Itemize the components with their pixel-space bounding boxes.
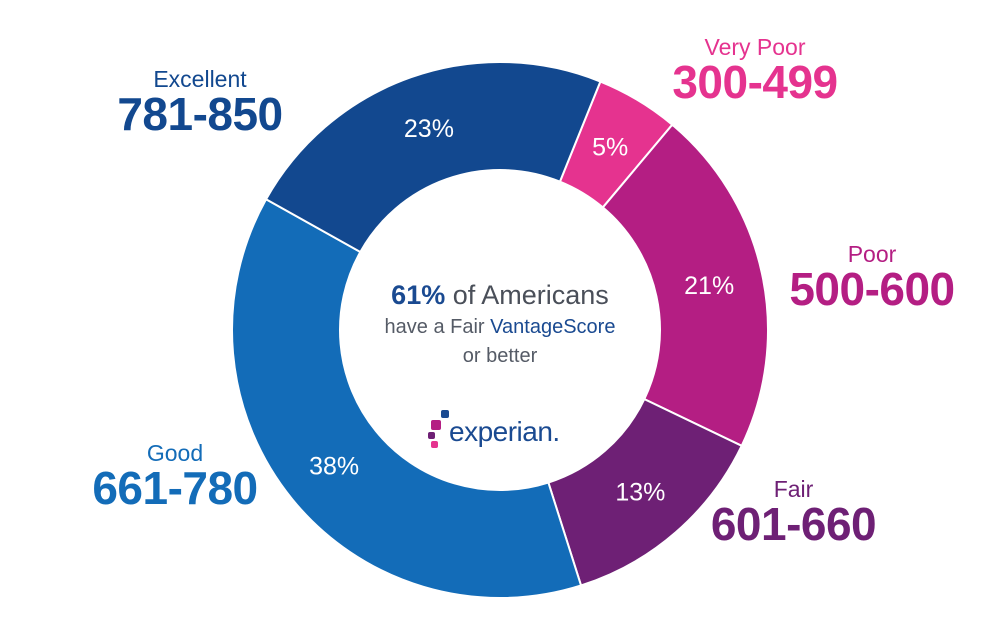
label-very-poor-range: 300-499 xyxy=(672,56,838,108)
label-poor-range: 500-600 xyxy=(789,263,955,315)
center-subline: have a Fair VantageScore xyxy=(330,316,670,339)
percent-label-poor: 21% xyxy=(684,272,734,300)
label-poor: Poor 500-600 xyxy=(772,241,972,315)
percent-label-very-poor: 5% xyxy=(592,134,628,162)
label-excellent-name: Excellent xyxy=(153,66,247,92)
label-good: Good 661-780 xyxy=(75,440,275,514)
percent-label-good: 38% xyxy=(309,452,359,480)
label-excellent: Excellent 781-850 xyxy=(100,66,300,140)
segment-excellent xyxy=(264,61,602,254)
label-fair: Fair 601-660 xyxy=(706,476,881,550)
logo-dot-2 xyxy=(431,420,441,430)
label-very-poor-name: Very Poor xyxy=(704,34,806,60)
label-good-range: 661-780 xyxy=(92,462,258,514)
logo-dot-1 xyxy=(441,410,449,418)
center-line3: or better xyxy=(462,345,538,367)
label-poor-name: Poor xyxy=(847,241,897,267)
center-highlight: 61% xyxy=(391,280,446,310)
label-fair-name: Fair xyxy=(773,476,814,502)
experian-logo: experian. xyxy=(425,408,575,454)
center-brand: VantageScore xyxy=(490,316,616,338)
center-line1-rest: of Americans xyxy=(452,280,609,310)
label-excellent-range: 781-850 xyxy=(117,88,283,140)
segment-poor xyxy=(601,123,769,448)
label-good-name: Good xyxy=(146,440,204,466)
segment-good xyxy=(231,197,583,599)
center-headline: 61% of Americans xyxy=(330,280,670,311)
logo-wordmark: experian. xyxy=(449,416,560,447)
percent-label-fair: 13% xyxy=(615,479,665,507)
label-very-poor: Very Poor 300-499 xyxy=(660,34,850,108)
label-fair-range: 601-660 xyxy=(710,498,877,550)
percent-label-excellent: 23% xyxy=(404,115,454,143)
logo-dot-4 xyxy=(431,441,438,448)
logo-dot-3 xyxy=(428,432,435,439)
center-line2-prefix: have a Fair xyxy=(384,316,485,338)
